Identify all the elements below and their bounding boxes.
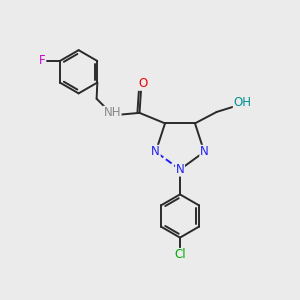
Text: N: N	[200, 146, 208, 158]
Text: NH: NH	[103, 106, 121, 119]
Text: OH: OH	[233, 97, 251, 110]
Text: Cl: Cl	[174, 248, 186, 262]
Text: N: N	[152, 146, 160, 158]
Text: O: O	[138, 77, 147, 90]
Text: N: N	[176, 163, 184, 176]
Text: F: F	[39, 54, 45, 67]
